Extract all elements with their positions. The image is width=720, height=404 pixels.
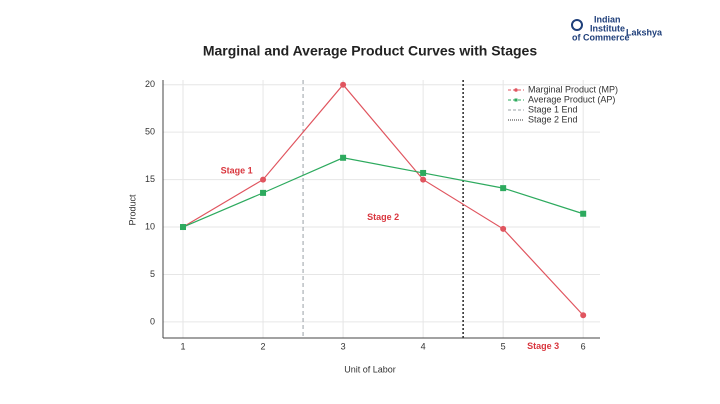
point: [260, 176, 267, 183]
y-tick-label: 20: [145, 79, 155, 89]
series-line: [182, 83, 584, 316]
x-tick-label: 3: [341, 341, 346, 351]
annotation: Stage 1: [221, 165, 253, 175]
y-tick-label: 10: [145, 221, 155, 231]
x-axis-title: Unit of Labor: [344, 364, 396, 374]
y-tick-label: 15: [145, 174, 155, 184]
point: [420, 176, 427, 183]
logo: Indian Institute of Commerce Lakshya: [571, 14, 663, 42]
annotation: Stage 3: [527, 341, 559, 351]
legend-label: Stage 1 End: [528, 104, 578, 114]
point: [260, 189, 267, 196]
annotation: Stage 2: [367, 212, 399, 222]
point: [500, 185, 507, 192]
logo-icon: [571, 19, 583, 31]
point: [340, 154, 347, 161]
y-tick-label: 5: [150, 269, 155, 279]
x-tick-label: 2: [261, 341, 266, 351]
legend-label: Marginal Product (MP): [528, 84, 618, 94]
x-tick-label: 4: [421, 341, 426, 351]
legend-label: Stage 2 End: [528, 114, 578, 124]
point: [420, 169, 427, 176]
legend-label: Average Product (AP): [528, 94, 615, 104]
point: [340, 81, 347, 88]
logo-line: Indian: [594, 14, 621, 24]
x-tick-label: 6: [581, 341, 586, 351]
series-line: [182, 157, 584, 228]
point: [580, 210, 587, 217]
x-tick-label: 1: [181, 341, 186, 351]
x-tick-label: 5: [501, 341, 506, 351]
logo-line: of Commerce: [572, 32, 630, 42]
chart-title: Marginal and Average Product Curves with…: [203, 43, 537, 59]
logo-brand: Lakshya: [626, 27, 663, 37]
y-tick-label: 0: [150, 316, 155, 326]
legend-marker: [514, 88, 518, 92]
legend-marker: [514, 98, 518, 102]
y-tick-label: 50: [145, 127, 155, 137]
y-axis-title: Product: [127, 194, 137, 226]
point: [500, 225, 507, 232]
logo-line: Institute: [590, 23, 625, 33]
point: [180, 224, 187, 231]
point: [580, 312, 587, 319]
